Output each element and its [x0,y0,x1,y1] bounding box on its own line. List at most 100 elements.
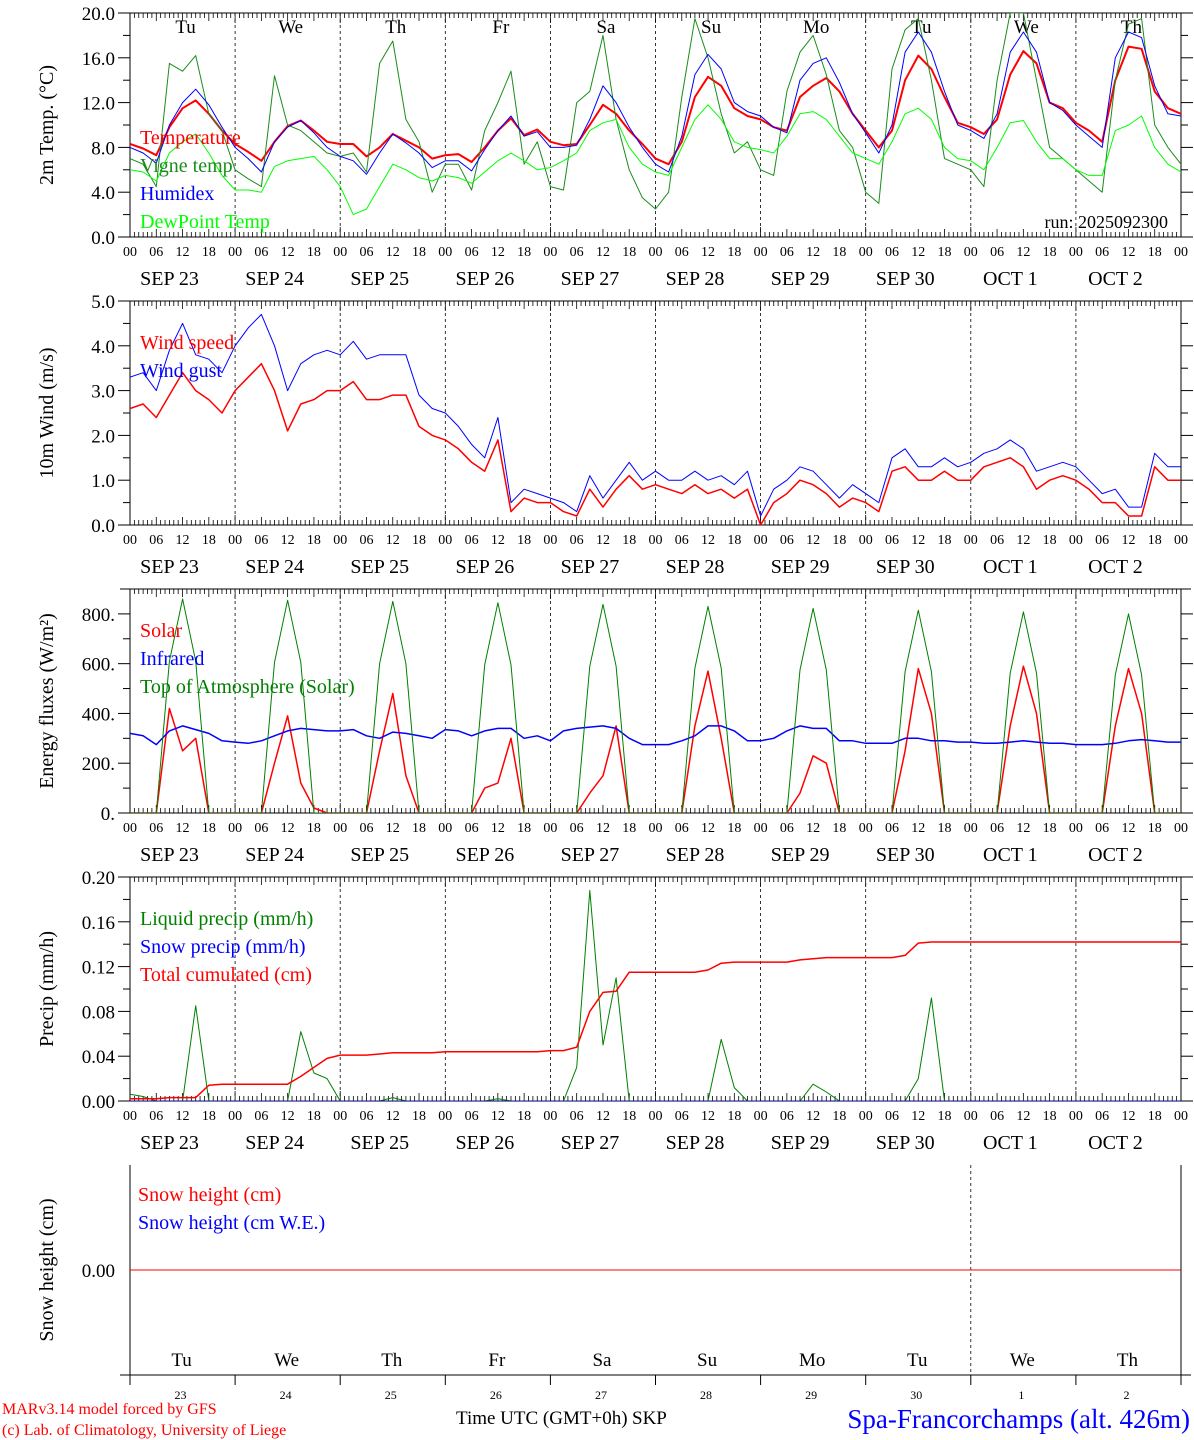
x-date-label: SEP 25 [350,844,409,866]
legend-item: Snow precip (mm/h) [140,936,306,958]
x-hour-label: 12 [596,821,610,836]
x-hour-label: 18 [412,821,426,836]
legend-item: Total cumulated (cm) [140,964,312,986]
x-hour-label: 18 [938,821,952,836]
x-hour-label: 18 [1043,821,1057,836]
day-number-label: 23 [175,1388,187,1402]
y-tick-label: 2.0 [91,426,115,447]
x-hour-label: 12 [281,1109,295,1124]
x-hour-label: 06 [254,245,268,260]
footer-copyright: (c) Lab. of Climatology, University of L… [2,1422,286,1439]
x-hour-label: 06 [465,1109,479,1124]
x-hour-label: 18 [307,245,321,260]
x-hour-label: 00 [438,1109,452,1124]
x-hour-label: 06 [885,1109,899,1124]
x-hour-label: 00 [649,533,663,548]
day-number-label: 24 [280,1388,292,1402]
x-hour-label: 12 [701,821,715,836]
legend-item: Top of Atmosphere (Solar) [140,676,355,698]
x-hour-label: 06 [149,533,163,548]
x-hour-label: 00 [228,533,242,548]
x-date-label: SEP 29 [771,1132,830,1154]
x-hour-label: 12 [386,245,400,260]
x-hour-label: 00 [964,245,978,260]
x-date-label: SEP 24 [245,844,304,866]
y-tick-label: 3.0 [91,382,115,403]
x-hour-label: 00 [543,245,557,260]
x-date-label: SEP 23 [140,556,199,578]
x-hour-label: 06 [780,1109,794,1124]
x-date-label: SEP 27 [561,1132,620,1154]
x-hour-label: 18 [832,245,846,260]
x-hour-label: 06 [149,1109,163,1124]
x-hour-label: 06 [465,533,479,548]
y-tick-label: 0.0 [91,516,115,537]
x-hour-label: 00 [438,245,452,260]
x-hour-label: 12 [176,533,190,548]
x-hour-label: 06 [570,533,584,548]
series-line-total-cumulated-cm- [130,941,1181,1100]
day-number-label: 25 [385,1388,397,1402]
x-hour-label: 12 [176,821,190,836]
x-date-label: SEP 29 [771,556,830,578]
x-hour-label: 06 [885,245,899,260]
y-tick-label: 0.16 [82,913,115,934]
y-tick-label: 0.0 [91,228,115,249]
x-hour-label: 00 [754,533,768,548]
x-hour-label: 18 [622,245,636,260]
x-hour-label: 12 [176,245,190,260]
x-date-label: OCT 1 [983,1132,1038,1154]
x-date-label: OCT 1 [983,844,1038,866]
legend-item: Wind gust [140,360,222,382]
x-date-label: SEP 24 [245,1132,304,1154]
x-hour-label: 18 [202,533,216,548]
x-hour-label: 18 [307,1109,321,1124]
legend-item: Snow height (cm) [138,1184,281,1206]
weekday-label: Th [381,1350,403,1371]
y-tick-label: 4.0 [91,183,115,204]
weekday-label: We [278,17,303,38]
x-date-label: SEP 30 [876,844,935,866]
x-hour-label: 06 [675,533,689,548]
series-line-wind-speed [130,362,1181,525]
y-tick-label: 600. [82,655,115,676]
weekday-label: Sa [592,1350,612,1371]
x-hour-label: 00 [1069,1109,1083,1124]
x-date-label: SEP 25 [350,556,409,578]
series-line-top-of-atmosphere-solar- [130,598,1181,813]
x-hour-label: 06 [885,821,899,836]
x-hour-label: 12 [386,821,400,836]
y-tick-label: 12.0 [82,94,115,115]
weekday-label: We [274,1350,299,1371]
legend-item: Snow height (cm W.E.) [138,1212,325,1234]
x-hour-label: 12 [491,1109,505,1124]
x-hour-label: 12 [701,1109,715,1124]
weekday-label: Sa [596,17,616,38]
weekday-label: Th [1121,17,1143,38]
weekday-label: Fr [488,1350,506,1371]
x-hour-label: 06 [780,533,794,548]
series-line-wind-gust [130,313,1181,517]
x-date-label: SEP 23 [140,844,199,866]
x-hour-label: 12 [281,533,295,548]
x-date-label: SEP 28 [666,844,725,866]
x-hour-label: 06 [675,245,689,260]
day-number-label: 27 [595,1388,607,1402]
x-hour-label: 00 [964,821,978,836]
x-hour-label: 06 [990,821,1004,836]
x-date-label: SEP 27 [561,268,620,290]
x-hour-label: 00 [964,533,978,548]
x-hour-label: 12 [1016,245,1030,260]
x-hour-label: 06 [885,533,899,548]
x-date-label: SEP 27 [561,556,620,578]
x-hour-label: 00 [333,821,347,836]
weekday-label: Fr [492,17,510,38]
x-hour-label: 00 [859,1109,873,1124]
y-tick-label: 200. [82,754,115,775]
x-date-label: SEP 26 [455,268,514,290]
x-hour-label: 12 [1016,533,1030,548]
x-hour-label: 06 [254,1109,268,1124]
footer-model: MARv3.14 model forced by GFS [2,1401,217,1418]
x-hour-label: 12 [281,821,295,836]
x-date-label: SEP 29 [771,844,830,866]
